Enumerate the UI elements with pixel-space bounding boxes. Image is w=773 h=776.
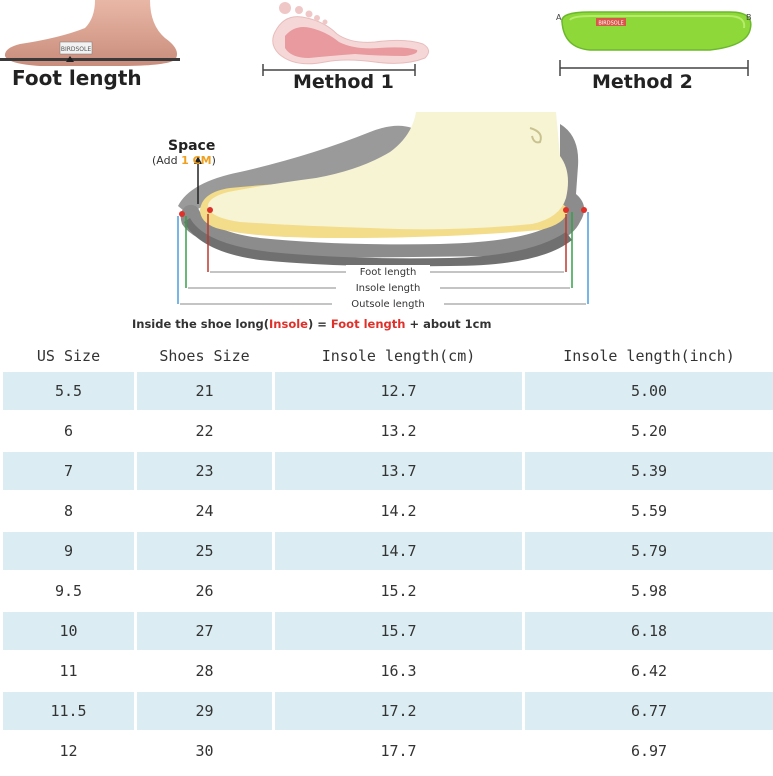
foot-length-caption: Foot length (12, 66, 142, 90)
cell-shoes-size: 22 (137, 412, 272, 452)
table-row: 9 25 14.7 5.79 (3, 532, 773, 572)
table-row: 11 28 16.3 6.42 (3, 652, 773, 692)
cell-shoes-size: 21 (137, 372, 272, 412)
cell-shoes-size: 25 (137, 532, 272, 572)
header-shoes-size: Shoes Size (159, 347, 250, 365)
cell-us-size: 12 (3, 732, 134, 772)
cell-insole-inch: 5.79 (525, 532, 773, 572)
table-row: 11.5 29 17.2 6.77 (3, 692, 773, 732)
cell-shoes-size: 24 (137, 492, 272, 532)
method-2-guide: BIRDSOLE A B Method 2 (550, 0, 770, 100)
cell-insole-cm: 17.2 (275, 692, 522, 732)
cell-insole-cm: 15.2 (275, 572, 522, 612)
cell-us-size: 9.5 (3, 572, 134, 612)
insole-length-line-label: Insole length (356, 283, 421, 294)
size-chart-table: US Size Shoes Size Insole length(cm) Ins… (0, 340, 773, 772)
point-b-label: B (746, 13, 752, 22)
cell-us-size: 8 (3, 492, 134, 532)
formula-mid: ) = (308, 317, 331, 331)
formula-suffix: + about 1cm (405, 317, 491, 331)
table-row: 5.5 21 12.7 5.00 (3, 372, 773, 412)
cell-shoes-size: 28 (137, 652, 272, 692)
space-add-text: (Add 1 CM) (152, 154, 216, 167)
outsole-length-line-label: Outsole length (351, 299, 424, 310)
cell-us-size: 6 (3, 412, 134, 452)
table-row: 10 27 15.7 6.18 (3, 612, 773, 652)
cell-shoes-size: 29 (137, 692, 272, 732)
space-add-prefix: (Add (152, 154, 181, 167)
insole-brand-tag: BIRDSOLE (598, 21, 623, 27)
cell-us-size: 11 (3, 652, 134, 692)
cell-insole-cm: 14.7 (275, 532, 522, 572)
table-row: 12 30 17.7 6.97 (3, 732, 773, 772)
cell-us-size: 10 (3, 612, 134, 652)
foot-length-line-label: Foot length (360, 267, 417, 278)
cell-insole-inch: 6.97 (525, 732, 773, 772)
header-insole-cm: Insole length(cm) (321, 347, 476, 365)
formula-insole: Insole (269, 317, 308, 331)
formula-text: Inside the shoe long(Insole) = Foot leng… (132, 317, 491, 331)
cell-insole-inch: 5.00 (525, 372, 773, 412)
cell-shoes-size: 30 (137, 732, 272, 772)
cell-insole-inch: 5.39 (525, 452, 773, 492)
space-add-value: 1 CM (181, 154, 212, 167)
cell-insole-cm: 13.7 (275, 452, 522, 492)
cell-insole-inch: 5.59 (525, 492, 773, 532)
cell-insole-cm: 15.7 (275, 612, 522, 652)
footprint-image (262, 2, 429, 76)
cell-insole-inch: 6.77 (525, 692, 773, 732)
cell-insole-inch: 6.18 (525, 612, 773, 652)
cell-us-size: 11.5 (3, 692, 134, 732)
cell-shoes-size: 23 (137, 452, 272, 492)
shoe-cross-section-diagram: Space (Add 1 CM) Foot length Insole leng… (132, 112, 589, 331)
insole-image: BIRDSOLE A B (556, 11, 752, 76)
point-a-label: A (556, 13, 562, 22)
cell-us-size: 9 (3, 532, 134, 572)
method-2-caption: Method 2 (592, 71, 693, 93)
table-row: 9.5 26 15.2 5.98 (3, 572, 773, 612)
cell-insole-cm: 16.3 (275, 652, 522, 692)
formula-foot: Foot length (331, 317, 406, 331)
cell-shoes-size: 27 (137, 612, 272, 652)
table-header-row: US Size Shoes Size Insole length(cm) Ins… (3, 340, 773, 372)
cell-insole-cm: 14.2 (275, 492, 522, 532)
table-row: 8 24 14.2 5.59 (3, 492, 773, 532)
foot-photo-image: BIRDSOLE (0, 0, 180, 66)
foot-tape-tag: BIRDSOLE (61, 46, 92, 53)
space-label: Space (168, 138, 215, 154)
cell-us-size: 7 (3, 452, 134, 492)
cell-insole-inch: 6.42 (525, 652, 773, 692)
cell-insole-cm: 17.7 (275, 732, 522, 772)
header-us-size: US Size (36, 347, 101, 365)
cell-insole-cm: 12.7 (275, 372, 522, 412)
header-insole-inch: Insole length(inch) (563, 347, 735, 365)
cell-insole-cm: 13.2 (275, 412, 522, 452)
table-row: 6 22 13.2 5.20 (3, 412, 773, 452)
method-1-caption: Method 1 (293, 71, 394, 93)
cell-insole-inch: 5.98 (525, 572, 773, 612)
method-1-guide: Method 1 (255, 0, 435, 100)
cell-shoes-size: 26 (137, 572, 272, 612)
formula-prefix: Inside the shoe long( (132, 317, 269, 331)
cell-insole-inch: 5.20 (525, 412, 773, 452)
table-row: 7 23 13.7 5.39 (3, 452, 773, 492)
foot-length-guide: BIRDSOLE Foot length (0, 0, 180, 100)
cell-us-size: 5.5 (3, 372, 134, 412)
space-add-suffix: ) (212, 154, 216, 167)
